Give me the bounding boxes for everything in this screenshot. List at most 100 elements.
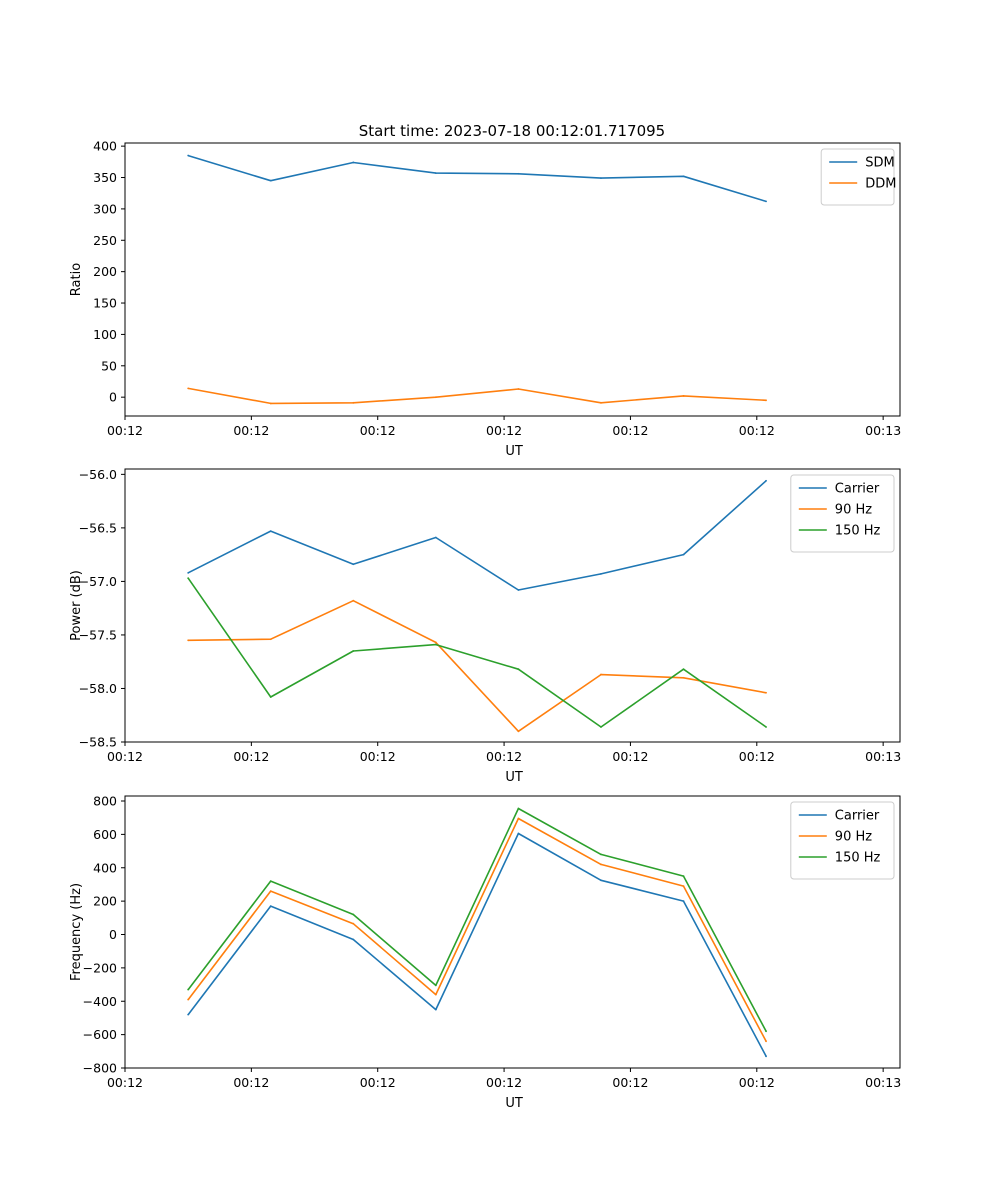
data-point-150-hz	[600, 853, 602, 856]
series-line-carrier	[187, 480, 767, 591]
data-point-carrier	[682, 553, 685, 556]
data-point-sdm	[600, 177, 602, 180]
y-tick-label: 250	[93, 233, 117, 248]
x-tick-label: 00:12	[233, 1075, 269, 1090]
data-point-150-hz	[682, 668, 685, 671]
legend-box	[790, 474, 895, 553]
x-tick-label: 00:12	[233, 749, 269, 764]
data-point-150-hz	[352, 650, 355, 652]
y-tick-label: 150	[93, 296, 117, 311]
x-tick-label: 00:13	[865, 423, 901, 438]
y-tick-label: −800	[83, 1061, 117, 1076]
data-point-150-hz	[517, 668, 520, 671]
x-tick-label: 00:12	[107, 749, 143, 764]
data-point-ddm	[600, 401, 602, 404]
x-tick-label: 00:12	[612, 749, 648, 764]
data-point-ddm	[434, 396, 437, 399]
data-point-carrier	[187, 571, 190, 574]
x-tick-label: 00:12	[233, 423, 269, 438]
legend-label-90-hz: 90 Hz	[835, 503, 872, 518]
data-point-150-hz	[682, 875, 685, 877]
x-tick-label: 00:12	[612, 1075, 648, 1090]
y-tick-label: −600	[83, 1027, 117, 1042]
data-point-ddm	[352, 401, 355, 404]
x-tick-label: 00:12	[486, 1075, 522, 1090]
legend-label-ddm: DDM	[865, 177, 896, 192]
y-tick-label: 100	[93, 327, 117, 342]
data-point-carrier	[517, 832, 520, 835]
data-point-carrier	[765, 1055, 767, 1058]
data-point-150-hz	[352, 913, 355, 916]
data-point-ddm	[682, 395, 685, 397]
data-point-carrier	[352, 938, 355, 941]
y-tick-label: 200	[93, 264, 117, 279]
data-point-90-hz	[352, 599, 355, 602]
x-tick-label: 00:12	[739, 423, 775, 438]
data-point-sdm	[765, 200, 767, 203]
data-point-carrier	[600, 879, 602, 882]
panel-2: 00:12 00:12 00:12 00:12 00:12 00:12 00:13 −58.5…	[69, 467, 901, 785]
data-point-sdm	[434, 172, 437, 175]
y-tick-label: 300	[93, 201, 117, 216]
panel-1: 00:12 00:12 00:12 00:12 00:12 00:12 00:13 0 50 10…	[69, 139, 901, 459]
x-tick-label: 00:12	[739, 749, 775, 764]
y-tick-label: −57.0	[79, 574, 117, 589]
series-line-carrier	[187, 832, 767, 1057]
y-tick-label: 0	[109, 390, 117, 405]
figure-title: Start time: 2023-07-18 00:12:01.717095	[359, 122, 665, 140]
series-line-150-hz	[187, 807, 767, 1032]
data-point-150-hz	[187, 577, 190, 580]
data-point-150-hz	[434, 643, 437, 646]
x-tick-label: 00:12	[486, 423, 522, 438]
y-tick-label: −400	[83, 994, 117, 1009]
data-point-carrier	[187, 1013, 190, 1016]
data-point-90-hz	[765, 1040, 767, 1043]
legend-label-90-hz: 90 Hz	[835, 830, 872, 845]
data-point-90-hz	[269, 890, 272, 893]
y-tick-label: −57.5	[79, 627, 117, 642]
x-axis-label: UT	[505, 444, 523, 459]
series-line-ddm	[188, 387, 767, 405]
x-tick-label: 00:12	[107, 423, 143, 438]
data-point-150-hz	[600, 726, 602, 728]
y-axis-label: Power (dB)	[69, 570, 84, 641]
x-tick-label: 00:12	[360, 423, 396, 438]
y-tick-label: −200	[83, 960, 117, 975]
y-tick-label: 0	[109, 927, 117, 942]
x-tick-label: 00:12	[486, 749, 522, 764]
data-point-sdm	[517, 172, 520, 175]
data-point-carrier	[269, 905, 272, 908]
x-tick-label: 00:12	[360, 1075, 396, 1090]
y-tick-label: 400	[93, 139, 117, 154]
y-tick-label: 350	[93, 170, 117, 185]
legend-box	[790, 801, 895, 880]
data-point-carrier	[517, 589, 520, 591]
y-tick-label: 800	[93, 794, 117, 809]
y-tick-label: −58.5	[79, 735, 117, 750]
data-point-150-hz	[269, 880, 272, 883]
x-tick-label: 00:12	[360, 749, 396, 764]
data-point-ddm	[765, 399, 767, 402]
plot-frame	[124, 468, 901, 743]
legend: Carrier 90 Hz 150 Hz	[790, 474, 895, 553]
data-point-150-hz	[269, 696, 272, 698]
plot-frame	[124, 142, 901, 417]
data-point-90-hz	[765, 691, 767, 694]
x-tick-label: 00:12	[739, 1075, 775, 1090]
data-point-150-hz	[765, 726, 767, 728]
data-point-90-hz	[600, 863, 602, 866]
chart-panels: 00:12 00:12 00:12 00:12 00:12 00:12 00:13 0 50 10…	[69, 139, 901, 1111]
y-tick-label: −56.5	[79, 520, 117, 535]
series-line-90-hz	[187, 817, 767, 1042]
data-point-sdm	[682, 175, 685, 178]
y-axis-label: Frequency (Hz)	[69, 883, 84, 981]
x-tick-label: 00:13	[865, 1075, 901, 1090]
y-tick-label: 200	[93, 894, 117, 909]
legend-label-sdm: SDM	[865, 156, 894, 171]
data-point-90-hz	[187, 998, 190, 1001]
legend: SDM DDM	[820, 148, 896, 206]
data-point-150-hz	[187, 988, 190, 991]
data-point-carrier	[352, 563, 355, 566]
data-point-ddm	[517, 388, 520, 390]
